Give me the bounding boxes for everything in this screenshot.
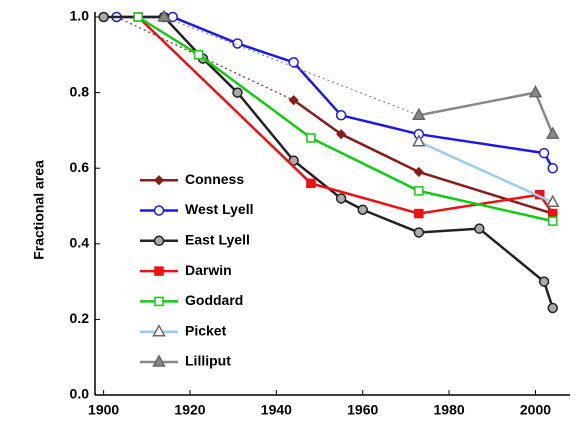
legend-label: Picket [185,322,227,338]
legend-label: Darwin [185,262,232,278]
x-tick-label: 1980 [434,402,465,418]
legend-label: Conness [185,171,244,187]
y-axis-label: Fractional area [31,160,47,260]
point [306,178,316,189]
point [335,110,347,121]
legend-marker [153,205,165,216]
point [306,133,316,143]
point [335,193,347,204]
point [413,227,425,238]
series-line [418,91,554,135]
point [538,276,550,287]
point [545,126,560,139]
point [412,134,426,147]
legend-label: Goddard [185,292,243,308]
legend-marker [152,354,166,367]
series-line [116,15,554,169]
legend-marker [152,324,166,337]
point [413,166,424,178]
point [157,9,171,22]
point [528,85,543,98]
point [357,204,368,216]
y-tick-label: 1.0 [70,8,90,24]
x-tick-label: 1960 [347,402,378,418]
legend-label: West Lyell [185,201,253,217]
point [414,208,424,219]
series-line [418,140,554,204]
legend-marker [154,266,164,276]
series-line [292,99,554,215]
point [232,87,243,98]
point [547,208,558,219]
point [288,95,299,106]
point [547,216,558,226]
x-tick-label: 1920 [174,402,205,418]
y-tick-label: 0.8 [70,83,90,99]
point [193,50,204,60]
x-tick-label: 2000 [520,402,551,418]
point [133,12,143,22]
y-tick-label: 0.2 [70,310,90,326]
legend-label: Lilliput [185,353,231,369]
y-tick-label: 0.6 [70,159,90,175]
legend-label: East Lyell [185,232,250,248]
point [545,194,560,207]
x-tick-label: 1900 [88,402,119,418]
legend-marker [154,296,164,307]
point [538,147,550,159]
point [336,129,347,140]
point [288,57,299,68]
x-tick-label: 1940 [261,402,292,418]
point [414,186,424,196]
series-line [103,15,554,309]
legend-marker [153,175,165,186]
series-line [137,15,554,223]
y-tick-label: 0.4 [70,235,90,251]
point [547,302,558,314]
y-tick-label: 0.0 [70,386,90,402]
point [547,162,558,174]
legend-marker [153,235,165,247]
point [412,107,426,121]
point [98,11,109,23]
point [474,223,485,234]
dotted-segment [163,16,420,116]
